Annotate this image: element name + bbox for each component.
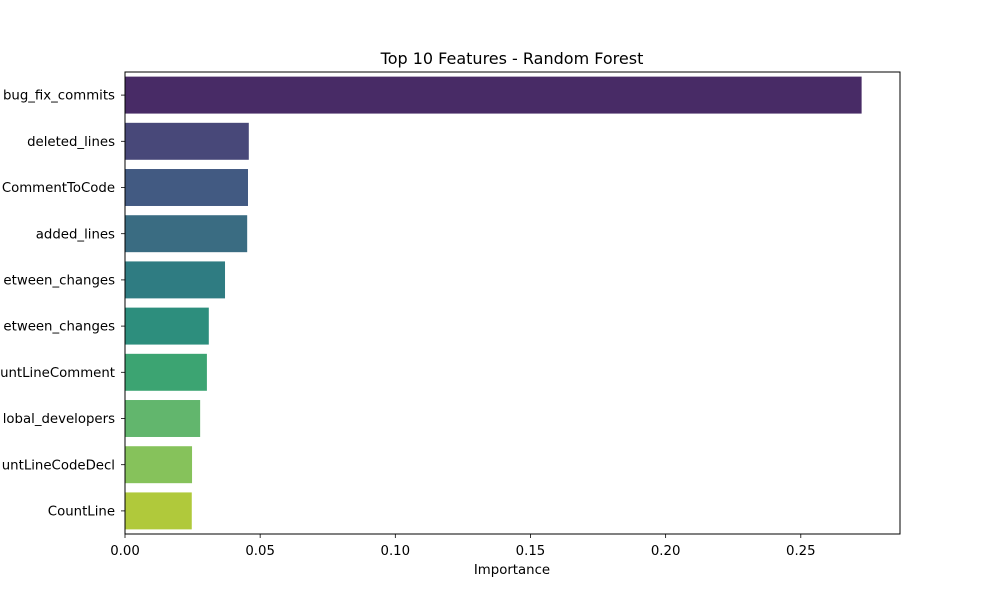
x-tick-label: 0.00 — [110, 544, 140, 559]
y-tick-label: deleted_lines — [27, 135, 115, 150]
bar-3 — [125, 215, 248, 253]
bar-4 — [125, 261, 226, 299]
bar-7 — [125, 400, 201, 437]
x-tick-label: 0.25 — [786, 544, 816, 559]
plot-frame — [124, 71, 901, 535]
y-tick-labels: bug_fix_commits deleted_lines CommentToCod… — [0, 89, 125, 520]
x-tick-label: 0.10 — [381, 544, 411, 559]
bar-2 — [125, 169, 248, 206]
bar-0 — [125, 76, 862, 114]
x-axis-label: Importance — [474, 563, 550, 578]
y-tick-label: etween_changes — [3, 274, 115, 289]
bar-9 — [125, 492, 192, 530]
y-tick-label: untLineComment — [0, 366, 115, 381]
y-tick-label: untLineCodeDecl — [2, 458, 115, 473]
bar-6 — [125, 353, 207, 391]
x-tick-label: 0.20 — [651, 544, 681, 559]
x-ticks: 0.00 0.05 0.10 0.15 0.20 0.25 — [110, 534, 816, 559]
x-tick-label: 0.05 — [245, 544, 275, 559]
bars-group — [125, 76, 862, 530]
y-tick-label: CountLine — [48, 505, 115, 520]
y-tick-label: etween_changes — [3, 320, 115, 335]
y-tick-label: added_lines — [36, 227, 115, 242]
x-tick-label: 0.15 — [516, 544, 546, 559]
bar-1 — [125, 122, 249, 160]
chart-title: Top 10 Features - Random Forest — [380, 49, 644, 68]
bar-8 — [125, 446, 193, 484]
y-tick-label: lobal_developers — [3, 412, 115, 427]
y-tick-label: bug_fix_commits — [3, 89, 115, 104]
y-tick-label: CommentToCode — [2, 181, 115, 196]
bar-5 — [125, 307, 209, 345]
